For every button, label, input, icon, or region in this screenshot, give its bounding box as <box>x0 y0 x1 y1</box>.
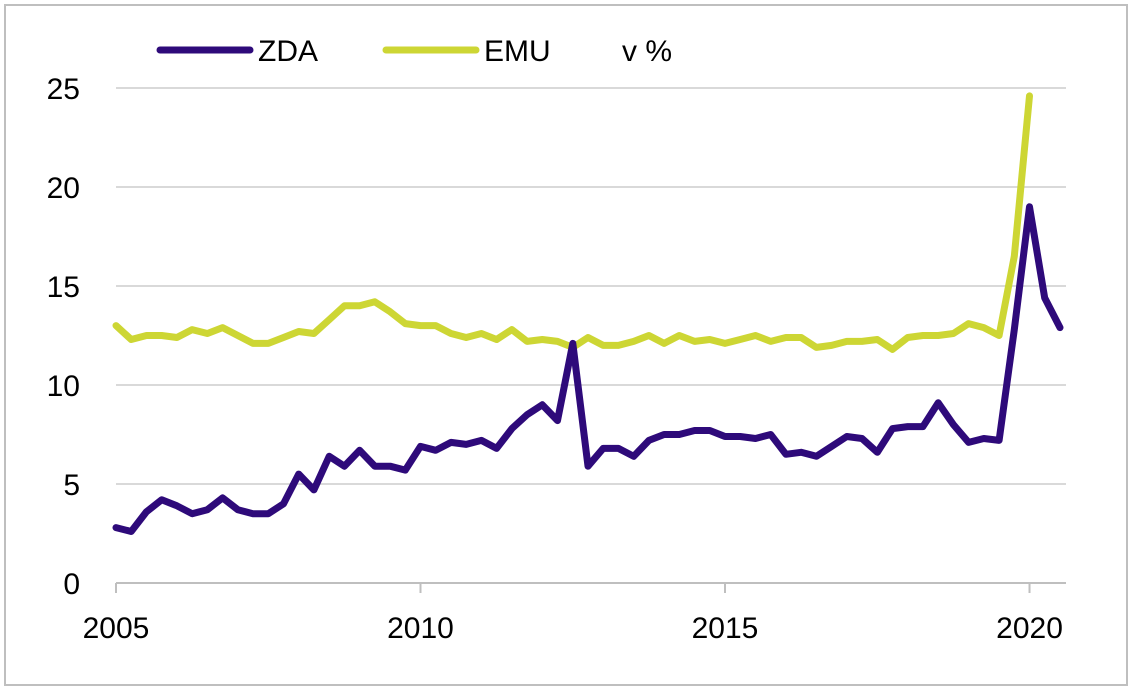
legend: ZDA EMU v % <box>156 35 672 68</box>
x-tick-label-2020: 2020 <box>996 612 1063 645</box>
axes <box>115 582 1066 593</box>
tick-labels: 0 5 10 15 20 25 2005 2010 2015 2020 <box>47 73 1063 645</box>
x-tick-label-2005: 2005 <box>83 612 150 645</box>
y-tick-label-5: 5 <box>63 469 80 502</box>
series-line-zda <box>112 203 1064 535</box>
y-tick-label-15: 15 <box>47 271 80 304</box>
x-tick-label-2010: 2010 <box>387 612 454 645</box>
unit-label: v % <box>622 35 672 68</box>
legend-label-emu: EMU <box>484 35 551 68</box>
y-tick-label-10: 10 <box>47 370 80 403</box>
gridlines <box>116 87 1066 485</box>
y-tick-label-0: 0 <box>63 568 80 601</box>
x-tick-label-2015: 2015 <box>692 612 759 645</box>
series-line-emu <box>112 92 1033 353</box>
y-tick-label-25: 25 <box>47 73 80 106</box>
legend-label-zda: ZDA <box>258 35 318 68</box>
y-tick-label-20: 20 <box>47 172 80 205</box>
series-lines <box>112 92 1064 535</box>
